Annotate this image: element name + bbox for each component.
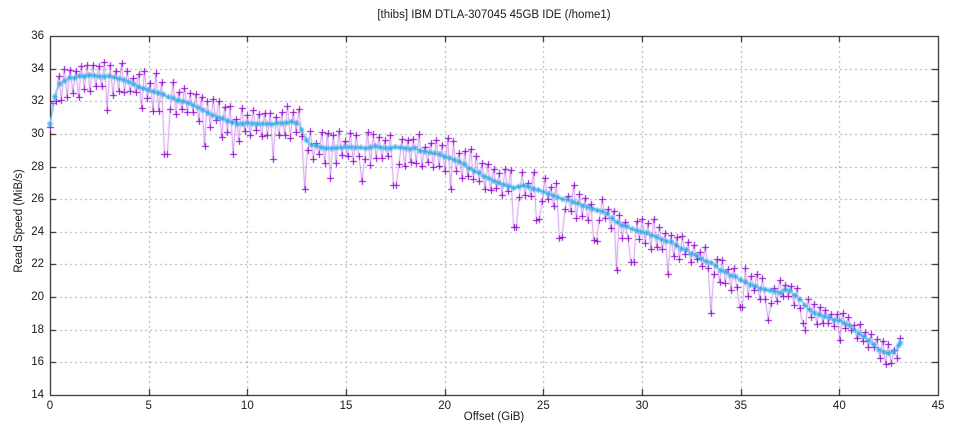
y-tick-label: 32	[31, 95, 44, 108]
y-tick-label: 26	[31, 193, 44, 206]
y-tick-label: 28	[31, 160, 44, 173]
y-tick-label: 36	[31, 30, 44, 42]
x-tick-label: 35	[734, 400, 748, 412]
x-tick-label: 5	[145, 400, 152, 412]
x-tick-label: 45	[931, 400, 945, 412]
x-tick-label: 0	[46, 400, 54, 412]
x-tick-label: 20	[438, 400, 452, 412]
y-tick-label: 20	[31, 291, 44, 304]
y-tick-label: 30	[31, 127, 44, 140]
y-tick-label: 14	[31, 389, 44, 401]
x-axis-label: Offset (GiB)	[463, 411, 525, 423]
y-tick-label: 16	[31, 356, 44, 369]
x-tick-label: 30	[635, 400, 649, 412]
y-tick-label: 22	[31, 258, 44, 271]
y-tick-label: 18	[31, 323, 44, 336]
x-tick-label: 25	[536, 400, 550, 412]
y-tick-label: 34	[31, 62, 44, 75]
y-tick-label: 24	[31, 225, 44, 238]
x-tick-label: 15	[339, 400, 353, 412]
x-tick-label: 10	[240, 400, 254, 412]
x-tick-label: 40	[832, 400, 846, 412]
